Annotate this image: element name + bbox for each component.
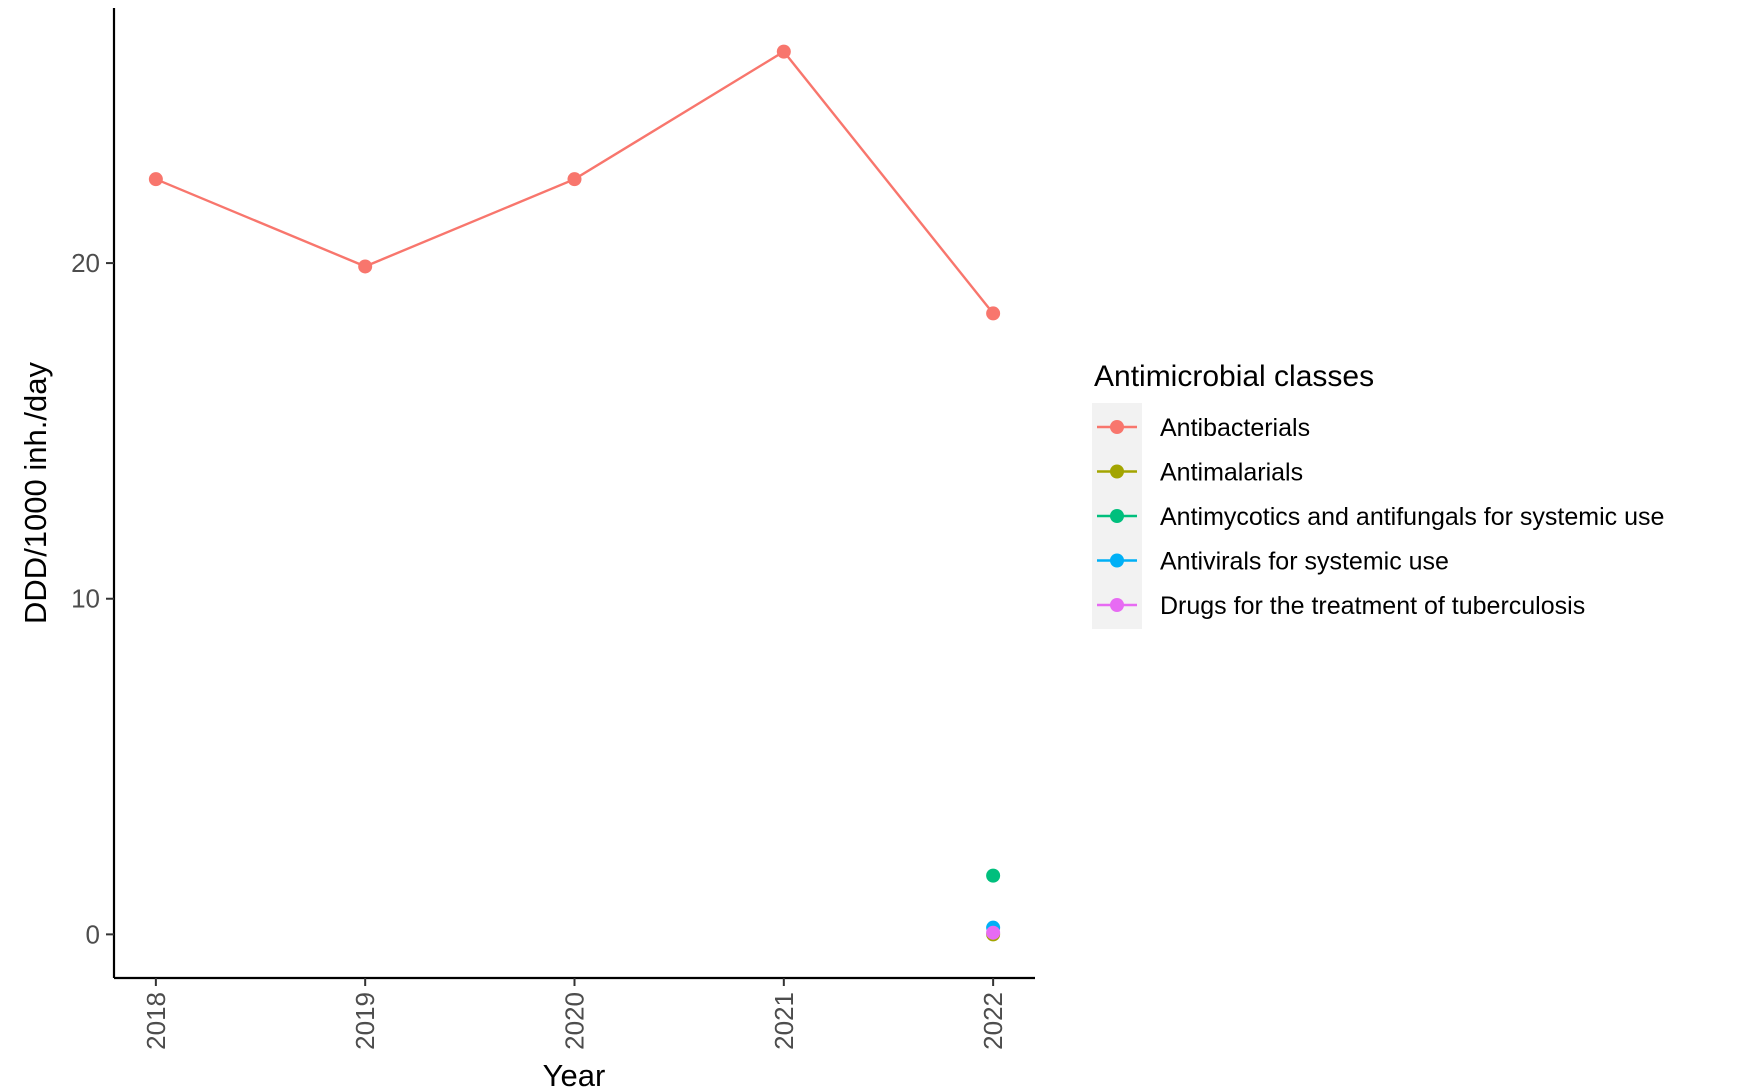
data-point-0-0: [148, 172, 163, 187]
y-tick-label: 10: [71, 584, 100, 614]
x-tick-label: 2020: [560, 992, 590, 1050]
legend-label: Antivirals for systemic use: [1160, 548, 1449, 576]
legend-label: Antimalarials: [1160, 459, 1303, 487]
data-point-0-3: [776, 44, 791, 59]
y-tick-label: 20: [71, 248, 100, 278]
x-tick-label: 2018: [141, 992, 171, 1050]
y-ticks: 0 10 20: [71, 248, 114, 949]
legend-key-point: [1110, 509, 1124, 523]
legend: Antimicrobial classes AntibacterialsAnti…: [1092, 360, 1664, 629]
legend-key-point: [1110, 553, 1124, 568]
x-ticks: 2018 2019 2020 2021 2022: [141, 978, 1008, 1050]
data-point-0-1: [358, 259, 373, 274]
plot-points: [148, 44, 1001, 942]
data-point-4-0: [986, 925, 1001, 940]
legend-key-point: [1110, 464, 1124, 479]
x-tick-label: 2019: [350, 992, 380, 1050]
x-tick-label: 2022: [978, 992, 1008, 1050]
legend-title: Antimicrobial classes: [1094, 360, 1374, 393]
legend-key-point: [1110, 420, 1124, 434]
data-point-0-4: [986, 306, 1001, 321]
y-tick-label: 0: [86, 919, 100, 949]
legend-key-point: [1110, 598, 1124, 612]
x-tick-label: 2021: [769, 992, 799, 1050]
data-point-0-2: [567, 172, 582, 187]
legend-label: Drugs for the treatment of tuberculosis: [1160, 592, 1585, 620]
axes: [112, 8, 1035, 980]
legend-items: Antibacterials Antimalarials Antimycotics …: [1092, 403, 1664, 629]
legend-label: Antibacterials: [1160, 414, 1310, 442]
legend-label: Antimycotics and antifungals for systemi…: [1160, 503, 1664, 531]
y-axis-title: DDD/1000 inh./day: [18, 362, 53, 624]
data-point-2-0: [986, 868, 1001, 883]
x-axis-title: Year: [543, 1058, 606, 1087]
